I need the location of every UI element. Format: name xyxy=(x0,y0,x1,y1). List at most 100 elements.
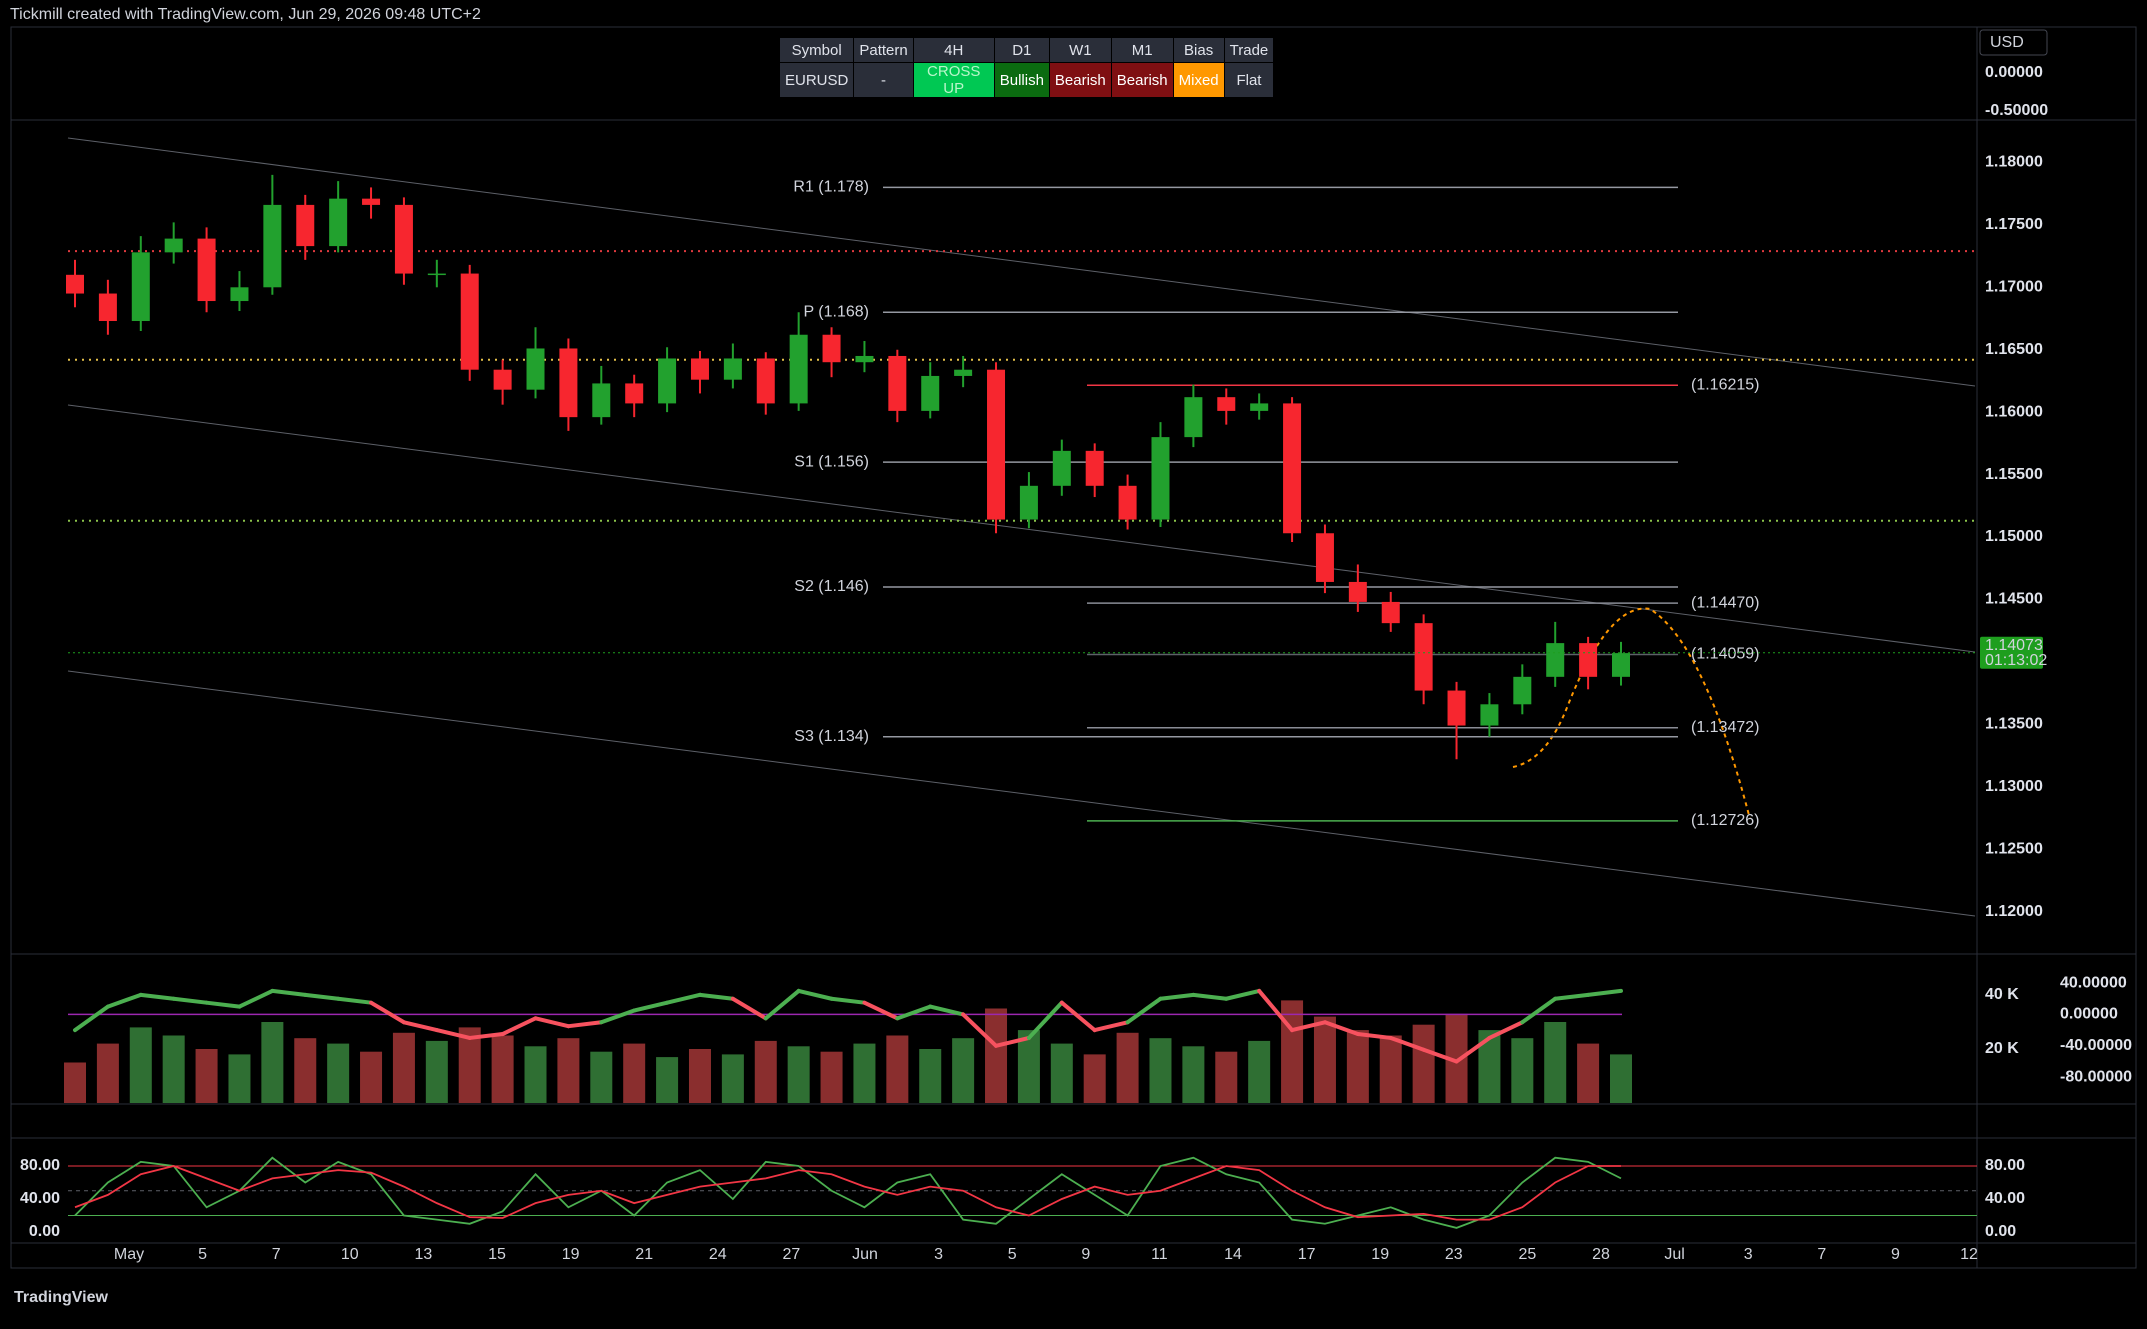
y-tick-label: 1.16500 xyxy=(1985,341,2043,358)
table-cell: Bullish xyxy=(993,62,1050,98)
x-tick-label: 14 xyxy=(1224,1246,1242,1263)
candle-body xyxy=(263,204,282,288)
candle-body xyxy=(460,273,479,370)
candle-body xyxy=(1348,581,1367,602)
volume-bar xyxy=(787,1046,810,1103)
candle-body xyxy=(789,334,808,404)
candle-body xyxy=(427,273,446,276)
stoch-line xyxy=(74,1156,1622,1229)
volume-bar xyxy=(360,1051,383,1103)
oscillator-segment xyxy=(1454,1035,1492,1064)
table-header: W1 xyxy=(1048,37,1112,63)
volume-bar xyxy=(1182,1046,1205,1103)
volume-bar xyxy=(1610,1054,1632,1103)
candle-body xyxy=(921,375,940,411)
volume-bar xyxy=(228,1054,251,1103)
level-label: (1.12726) xyxy=(1691,812,1760,829)
candle-body xyxy=(1513,676,1532,705)
candle-body xyxy=(592,383,611,418)
x-tick-label: 3 xyxy=(934,1246,943,1263)
candle-body xyxy=(1414,623,1433,691)
candle-body xyxy=(362,198,381,205)
candle-body xyxy=(690,358,709,380)
candle-body xyxy=(1315,533,1334,582)
table-header: Bias xyxy=(1172,37,1225,63)
x-tick-label: 23 xyxy=(1445,1246,1463,1263)
level-label: (1.14470) xyxy=(1691,594,1760,611)
oscillator-segment xyxy=(1059,1000,1097,1033)
channel-line xyxy=(67,137,1976,387)
y-tick-label: 1.15500 xyxy=(1985,466,2043,483)
candle-body xyxy=(1381,601,1400,624)
volume-bar xyxy=(64,1062,86,1103)
x-tick-label: 3 xyxy=(1744,1246,1753,1263)
candle-body xyxy=(1151,437,1170,520)
table-header: 4H xyxy=(912,37,995,63)
pivot-label: S2 (1.146) xyxy=(794,578,869,595)
x-tick-label: 12 xyxy=(1960,1246,1978,1263)
volume-bar xyxy=(1017,1030,1040,1103)
y-tick-label: 1.17500 xyxy=(1985,216,2043,233)
oscillator-segment xyxy=(796,988,834,1001)
candle-body xyxy=(855,355,874,363)
oscillator-segment xyxy=(1290,1020,1327,1033)
countdown: 01:13:02 xyxy=(1985,652,2047,669)
candle-body xyxy=(1447,690,1466,726)
volume-bar xyxy=(1445,1013,1468,1103)
volume-bar xyxy=(952,1038,975,1103)
volume-bar xyxy=(688,1048,711,1103)
y-tick-label: 20 K xyxy=(1985,1040,2019,1057)
volume-bar xyxy=(524,1046,547,1103)
candle-body xyxy=(394,204,413,274)
y-tick-label: -80.00000 xyxy=(2060,1068,2132,1085)
candle-body xyxy=(888,355,907,411)
x-tick-label: 11 xyxy=(1151,1246,1168,1263)
y-tick-label: 1.15000 xyxy=(1985,528,2043,545)
currency: USD xyxy=(1990,34,2024,51)
candle-body xyxy=(822,334,841,363)
candle-body xyxy=(66,274,84,294)
oscillator-segment xyxy=(138,992,176,1001)
y-tick-label: 1.13500 xyxy=(1985,715,2043,732)
oscillator-segment xyxy=(1355,1032,1393,1040)
volume-bar xyxy=(1478,1030,1501,1103)
oscillator-segment xyxy=(467,1032,505,1040)
volume-bar xyxy=(590,1051,613,1103)
oscillator-segment xyxy=(599,1008,637,1025)
x-tick-label: 7 xyxy=(1817,1246,1826,1263)
candle-body xyxy=(493,369,512,390)
x-tick-label: 19 xyxy=(562,1246,580,1263)
currency-box xyxy=(1979,29,2048,56)
volume-bar xyxy=(261,1021,284,1103)
x-tick-label: 13 xyxy=(415,1246,433,1263)
candle-body xyxy=(1480,704,1499,726)
level-label: (1.13472) xyxy=(1691,719,1760,736)
oscillator-segment xyxy=(171,996,209,1005)
table-header: Symbol xyxy=(778,37,855,63)
oscillator-segment xyxy=(895,1004,933,1021)
volume-bar xyxy=(1412,1024,1435,1103)
oscillator-segment xyxy=(1026,1000,1064,1040)
x-tick-label: 21 xyxy=(635,1246,653,1263)
candle-body xyxy=(526,348,545,390)
candle-body xyxy=(1118,485,1137,520)
table-header: Trade xyxy=(1223,37,1275,63)
volume-bar xyxy=(129,1027,152,1103)
oscillator-segment xyxy=(1586,988,1623,997)
candle-body xyxy=(1085,450,1104,486)
oscillator-segment xyxy=(763,988,801,1021)
candle-body xyxy=(230,287,249,302)
y-tick-label: 40.00 xyxy=(1985,1190,2025,1207)
x-tick-label: 24 xyxy=(709,1246,727,1263)
candle-body xyxy=(1250,403,1269,411)
x-tick-label: 9 xyxy=(1891,1246,1900,1263)
volume-bar xyxy=(820,1051,843,1103)
table-header: Pattern xyxy=(853,37,914,63)
oscillator-segment xyxy=(697,992,735,1001)
x-tick-label: 9 xyxy=(1081,1246,1090,1263)
pivot-label: S1 (1.156) xyxy=(794,453,869,470)
volume-bar xyxy=(1379,1035,1402,1103)
signal-table: Symbol Pattern 4H D1 W1 M1 Bias Trade EURUSD - CR… xyxy=(778,37,1275,98)
